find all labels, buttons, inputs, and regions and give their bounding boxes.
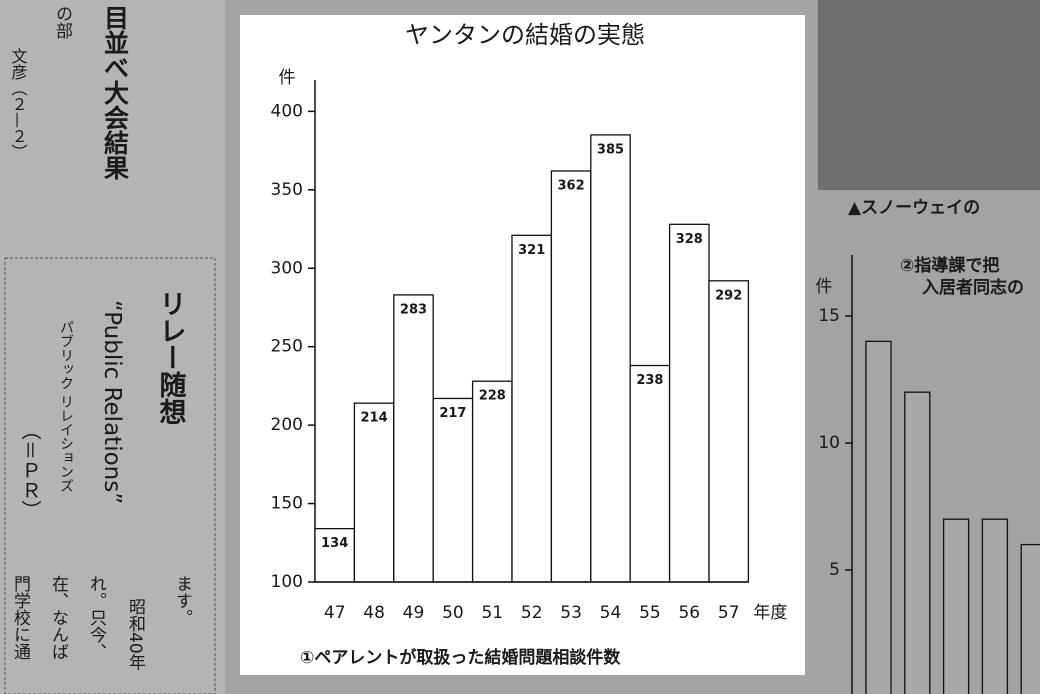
bar (432, 397, 474, 583)
value-label: 292 (715, 288, 742, 303)
y-tick-label: 200 (271, 415, 303, 435)
x-tick-label: 56 (678, 603, 700, 623)
x-tick-label: 49 (403, 603, 425, 623)
text: ます。 (172, 575, 192, 626)
y-tick-label: 100 (271, 572, 303, 592)
text: パブリック リレイションズ (58, 320, 74, 493)
text: の部 (52, 5, 73, 39)
chart-caption: ①ペアレントが取扱った結婚問題相談件数 (300, 647, 621, 668)
y-tick-label: 300 (271, 258, 303, 278)
x-tick-label: 51 (481, 603, 503, 623)
bar (708, 280, 750, 583)
text: （＝ＰＲ） (18, 420, 42, 520)
value-label: 217 (439, 406, 466, 421)
y-tick-label: 5 (829, 560, 840, 580)
bar (393, 294, 434, 583)
value-label: 328 (676, 232, 703, 247)
bar (942, 518, 970, 694)
bar (904, 391, 931, 694)
x-tick-label: 55 (639, 603, 661, 623)
y-tick-label: 350 (271, 180, 303, 200)
value-label: 283 (400, 302, 427, 317)
bar (1020, 543, 1040, 694)
bar (550, 170, 592, 583)
bar (629, 364, 671, 583)
chart-subtitle: 入居者同志の (922, 277, 1024, 298)
bar (590, 134, 631, 583)
bar (353, 402, 395, 583)
x-tick-label: 50 (442, 603, 464, 623)
bar (668, 223, 710, 583)
text: “Public Relations” (99, 300, 125, 504)
text: 文彦（２—２） (9, 48, 28, 160)
left-column (0, 0, 225, 694)
bar (981, 518, 1009, 694)
y-tick-label: 150 (271, 494, 303, 514)
photo (818, 0, 1040, 190)
y-tick-label: 400 (271, 101, 303, 121)
y-tick-label: 10 (818, 433, 840, 453)
photo-caption: ▲スノーウェイの (848, 198, 980, 218)
x-tick-label: 52 (521, 603, 543, 623)
bar (511, 234, 553, 583)
x-tick-label: 54 (600, 603, 622, 623)
bar (865, 340, 892, 694)
heading: 目並べ大会結果 (101, 5, 130, 180)
y-axis-label: 件 (279, 68, 296, 88)
value-label: 238 (636, 373, 663, 388)
y-tick-label: 15 (818, 306, 840, 326)
chart-title: ②指導課で把 (900, 255, 999, 276)
bar (471, 380, 513, 583)
text: 昭和40年 (125, 598, 146, 671)
x-tick-label: 48 (363, 603, 385, 623)
text: 在、なんば (48, 575, 69, 660)
value-label: 134 (321, 536, 348, 551)
text: 門学校に通 (10, 575, 31, 660)
x-axis-label: 年度 (753, 603, 787, 623)
value-label: 321 (518, 243, 545, 258)
value-label: 228 (479, 389, 506, 404)
x-tick-label: 53 (560, 603, 582, 623)
x-tick-label: 57 (718, 603, 740, 623)
chart-title: ヤンタンの結婚の実態 (405, 21, 645, 49)
x-tick-label: 47 (324, 603, 346, 623)
value-label: 385 (597, 142, 624, 157)
value-label: 362 (558, 178, 585, 193)
value-label: 214 (361, 411, 388, 426)
y-axis-label: 件 (816, 277, 833, 297)
text: れ。只今、 (86, 575, 107, 660)
heading: リレー随想 (155, 290, 187, 425)
column-frame (4, 257, 216, 694)
y-tick-label: 250 (271, 337, 303, 357)
